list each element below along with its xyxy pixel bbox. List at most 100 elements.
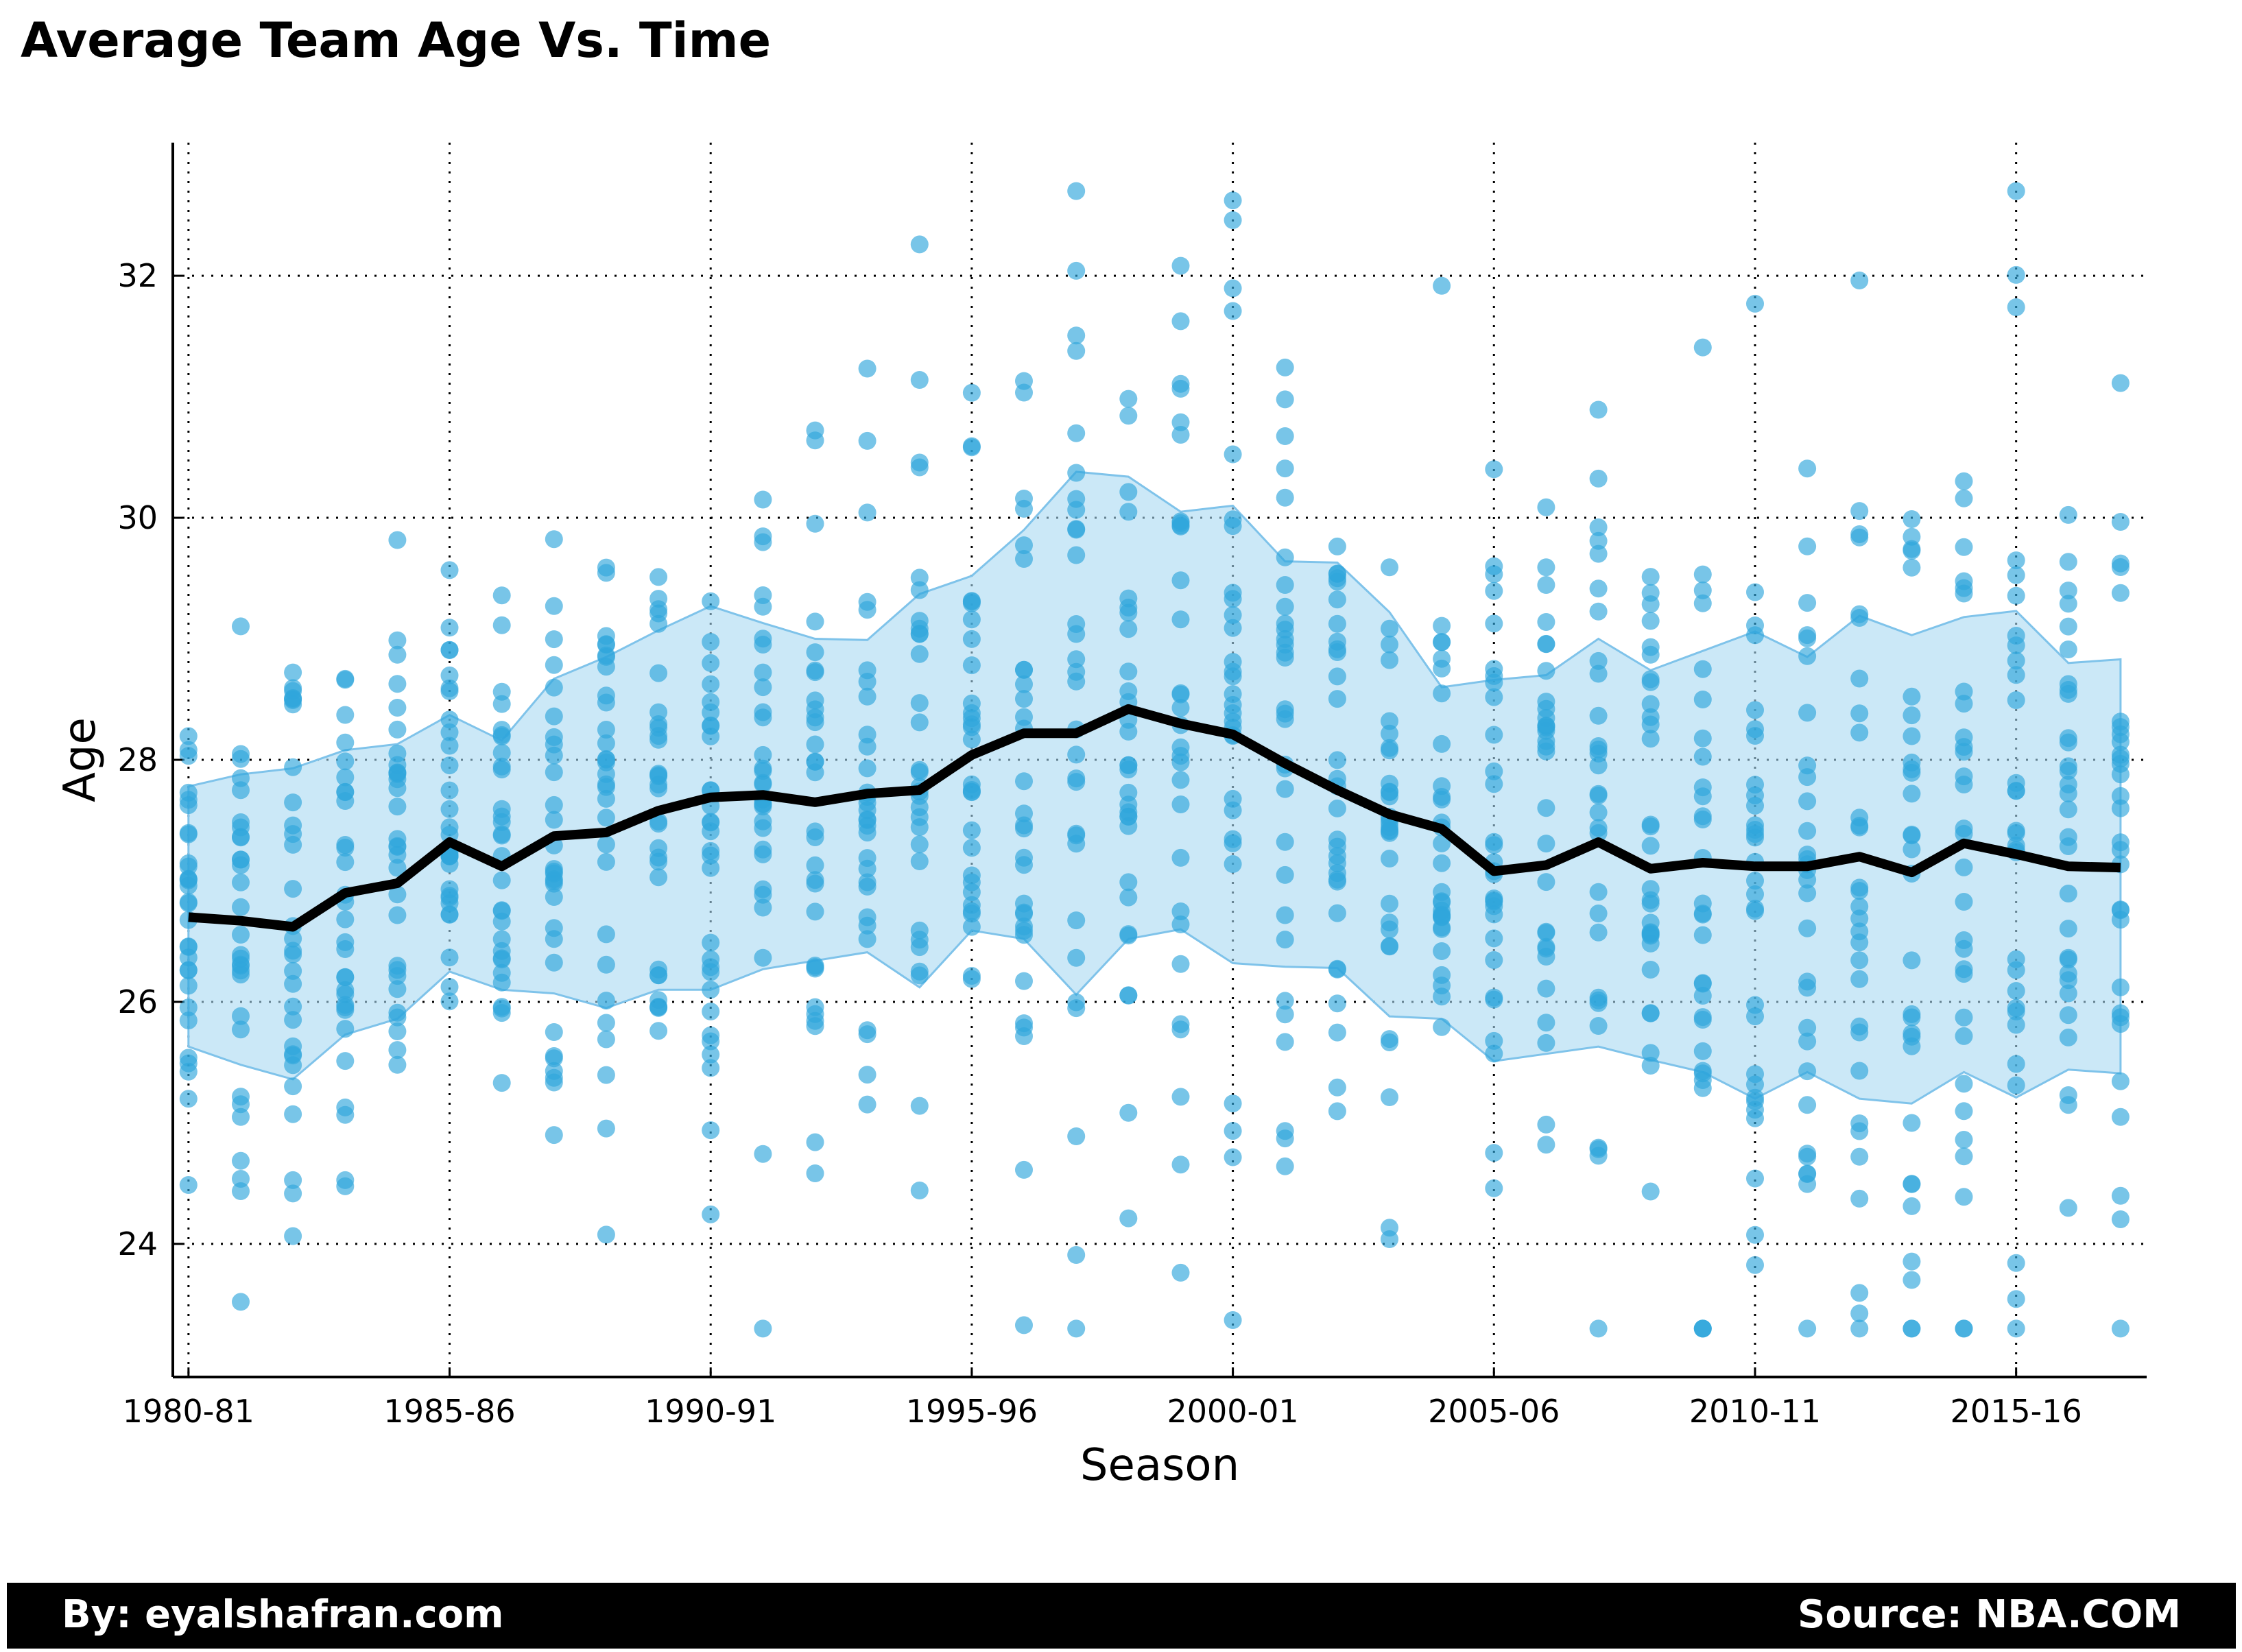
team-age-point — [1328, 667, 1346, 686]
x-tick-label: 1990-91 — [645, 1393, 776, 1430]
team-age-point — [1067, 326, 1086, 345]
team-age-point — [2059, 1028, 2077, 1046]
team-age-point — [1693, 1011, 1712, 1029]
team-age-point — [1485, 905, 1503, 924]
team-age-point — [284, 1227, 302, 1245]
team-age-point — [1798, 1062, 1817, 1081]
team-age-point — [2007, 1319, 2025, 1338]
team-age-point — [1119, 1209, 1138, 1228]
team-age-point — [2111, 718, 2130, 737]
team-age-point — [1015, 1316, 1033, 1334]
team-age-point — [649, 966, 668, 985]
team-age-point — [702, 703, 720, 721]
team-age-point — [440, 880, 459, 898]
team-age-point — [962, 873, 981, 891]
team-age-point — [1798, 972, 1817, 991]
team-age-point — [858, 431, 876, 450]
team-age-point — [1171, 312, 1190, 331]
team-age-point — [754, 1145, 772, 1163]
team-age-point — [440, 561, 459, 579]
team-age-point — [1433, 942, 1451, 960]
team-age-point — [1119, 783, 1138, 802]
team-age-point — [2007, 1076, 2025, 1094]
team-age-point — [1537, 558, 1555, 577]
team-age-point — [754, 527, 772, 546]
team-age-point — [1171, 1088, 1190, 1106]
team-age-point — [1589, 1140, 1608, 1158]
team-age-point — [1798, 822, 1817, 840]
team-age-point — [336, 1020, 355, 1038]
team-age-point — [1381, 937, 1398, 955]
mean-age-line — [188, 704, 2121, 932]
team-age-point — [1693, 926, 1712, 944]
team-age-point — [1119, 407, 1138, 425]
team-age-point — [649, 868, 668, 887]
team-age-point — [232, 828, 250, 847]
team-age-point — [2059, 885, 2077, 902]
team-age-point — [1955, 695, 1973, 713]
team-age-point — [1850, 1284, 1869, 1302]
team-age-point — [1276, 710, 1294, 728]
team-age-point — [1276, 459, 1294, 478]
team-age-point — [1485, 1179, 1503, 1197]
team-age-point — [1119, 1103, 1138, 1122]
team-age-point — [858, 1021, 876, 1040]
team-age-point — [962, 437, 981, 455]
team-age-point — [284, 942, 302, 960]
x-tick-label: 2000-01 — [1167, 1393, 1298, 1430]
team-age-point — [232, 966, 250, 984]
team-age-point — [388, 720, 407, 739]
footer-bar: By: eyalshafran.com Source: NBA.COM — [7, 1583, 2236, 1649]
team-age-point — [1903, 1025, 1921, 1043]
team-age-point — [1119, 483, 1138, 501]
team-age-point — [1798, 1145, 1817, 1163]
team-age-point — [1015, 536, 1033, 555]
team-age-point — [858, 601, 876, 619]
team-age-point — [1276, 1129, 1294, 1148]
team-age-point — [1641, 670, 1660, 689]
team-age-point — [1641, 923, 1660, 942]
team-age-point — [1433, 616, 1451, 635]
team-age-point — [2111, 978, 2130, 996]
team-age-point — [1955, 738, 1973, 756]
team-age-point — [232, 1108, 250, 1126]
team-age-point — [388, 859, 407, 877]
team-age-point — [1903, 840, 1921, 859]
x-tick-label: 2015-16 — [1951, 1393, 2082, 1430]
team-age-point — [2059, 920, 2077, 938]
team-age-point — [754, 745, 772, 764]
team-age-point — [1746, 1169, 1764, 1188]
team-age-point — [1433, 1018, 1451, 1036]
team-age-point — [1589, 883, 1608, 901]
team-age-point — [1537, 937, 1555, 956]
team-age-point — [1746, 1075, 1764, 1094]
team-age-point — [702, 1059, 720, 1077]
team-age-point — [388, 645, 407, 664]
team-age-point — [232, 1088, 250, 1106]
team-age-point — [1746, 1256, 1764, 1274]
team-age-point — [910, 761, 929, 779]
team-age-point — [1015, 690, 1033, 708]
team-age-point — [284, 997, 302, 1016]
team-age-point — [1015, 675, 1033, 693]
team-age-point — [1171, 902, 1190, 920]
team-age-point — [910, 581, 929, 599]
team-age-point — [232, 949, 250, 968]
team-age-point — [1433, 987, 1451, 1006]
team-age-point — [2111, 833, 2130, 852]
team-age-point — [2007, 566, 2025, 584]
team-age-point — [440, 710, 459, 729]
team-age-point — [2059, 733, 2077, 752]
team-age-point — [545, 530, 563, 549]
team-age-point — [1381, 1230, 1398, 1248]
team-age-point — [492, 1074, 511, 1092]
team-age-point — [284, 1171, 302, 1189]
team-age-point — [1537, 922, 1555, 941]
team-age-point — [2059, 641, 2077, 658]
team-age-point — [1224, 801, 1242, 819]
team-age-point — [1224, 834, 1242, 852]
team-age-point — [545, 953, 563, 972]
team-age-point — [1693, 1319, 1712, 1338]
team-age-point — [1119, 756, 1138, 774]
team-age-point — [1955, 1102, 1973, 1121]
